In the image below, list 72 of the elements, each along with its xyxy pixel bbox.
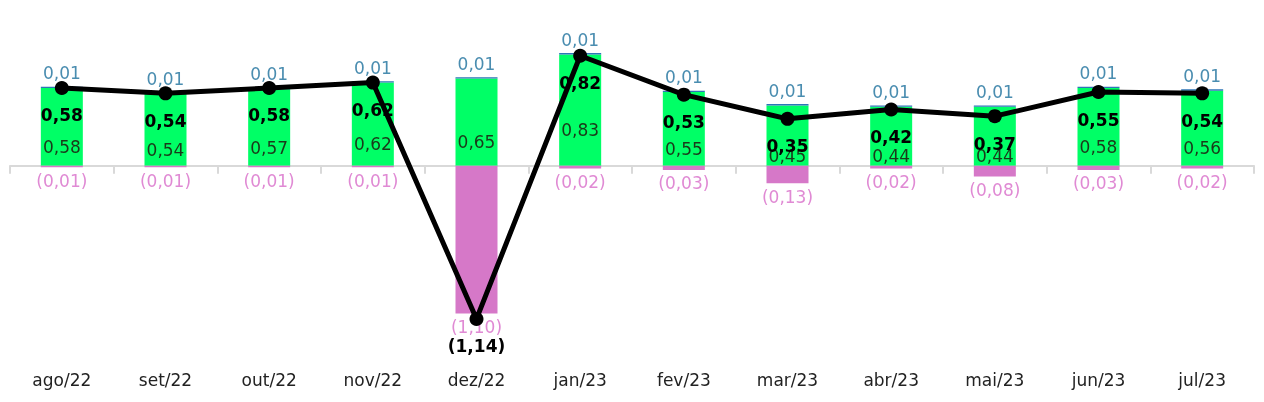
data-label: 0,01: [457, 53, 496, 74]
point: [1091, 85, 1106, 99]
data-label: (0,08): [969, 180, 1021, 201]
x-tick-label: abr/23: [863, 369, 919, 390]
point: [573, 48, 588, 63]
x-tick-label: ago/22: [32, 369, 92, 390]
data-label: 0,57: [250, 137, 289, 158]
data-label: (0,13): [761, 186, 814, 207]
bar: [559, 165, 602, 169]
data-label: 0,01: [353, 57, 392, 78]
data-label: (0,03): [1072, 173, 1125, 194]
x-tick-label: mai/23: [965, 369, 1025, 390]
x-tick-label: mar/23: [756, 369, 819, 390]
x-tick-label: jun/23: [1070, 369, 1126, 390]
data-label: 0,01: [664, 67, 703, 88]
data-label: 0,65: [457, 132, 496, 153]
point: [884, 102, 899, 117]
data-label: 0,58: [42, 136, 81, 157]
bar: [870, 165, 913, 169]
data-label: (0,01): [36, 170, 88, 191]
data-label: 0,54: [144, 110, 187, 131]
point: [54, 80, 69, 95]
data-label: (0,02): [865, 172, 917, 193]
data-label: 0,01: [768, 80, 807, 101]
point: [365, 75, 380, 90]
data-label: 0,62: [353, 134, 392, 155]
x-tick-label: dez/22: [447, 369, 506, 390]
data-label: 0,44: [872, 146, 911, 167]
data-label: (0,01): [347, 170, 399, 191]
data-label: 0,01: [1183, 65, 1222, 86]
data-label: 0,01: [42, 63, 81, 84]
bar: [766, 165, 809, 184]
data-label: 0,01: [250, 64, 289, 85]
point: [987, 109, 1002, 124]
data-label: (1,14): [447, 336, 506, 357]
x-tick-label: nov/22: [343, 369, 403, 390]
x-tick-label: fev/23: [656, 369, 711, 390]
bar: [1181, 165, 1224, 169]
data-label: 0,58: [248, 105, 291, 126]
data-label: 0,54: [146, 139, 185, 160]
bar: [973, 165, 1016, 177]
data-label: (0,02): [1176, 172, 1228, 193]
data-label: 0,83: [561, 120, 600, 141]
data-label: 0,58: [1079, 136, 1118, 157]
data-label: 0,01: [146, 68, 185, 89]
data-label: 0,54: [1181, 110, 1224, 131]
data-label: (0,01): [243, 170, 295, 191]
data-label: 0,55: [664, 138, 703, 159]
data-label: 0,58: [40, 105, 83, 126]
data-label: 0,01: [872, 81, 911, 102]
bar: [455, 165, 498, 314]
data-label: 0,01: [1079, 63, 1118, 84]
point: [676, 87, 691, 102]
data-label: 0,56: [1183, 138, 1222, 159]
bar: [662, 165, 705, 170]
point: [158, 86, 173, 101]
x-tick-label: set/22: [138, 369, 193, 390]
data-label: 0,55: [1077, 109, 1120, 130]
data-label: 0,53: [662, 112, 705, 133]
data-label: (0,03): [658, 173, 710, 194]
x-tick-label: jan/23: [552, 369, 607, 390]
point: [1195, 86, 1210, 101]
point: [780, 111, 795, 126]
data-label: (0,01): [139, 170, 192, 191]
x-tick-label: jul/23: [1177, 369, 1226, 390]
data-label: 0,01: [561, 29, 600, 50]
bar: [455, 78, 498, 166]
data-label: 0,01: [975, 81, 1014, 102]
bar: [1077, 165, 1120, 170]
x-tick-label: out/22: [241, 369, 297, 390]
data-label: 0,42: [870, 126, 913, 147]
data-label: (0,02): [554, 172, 606, 193]
